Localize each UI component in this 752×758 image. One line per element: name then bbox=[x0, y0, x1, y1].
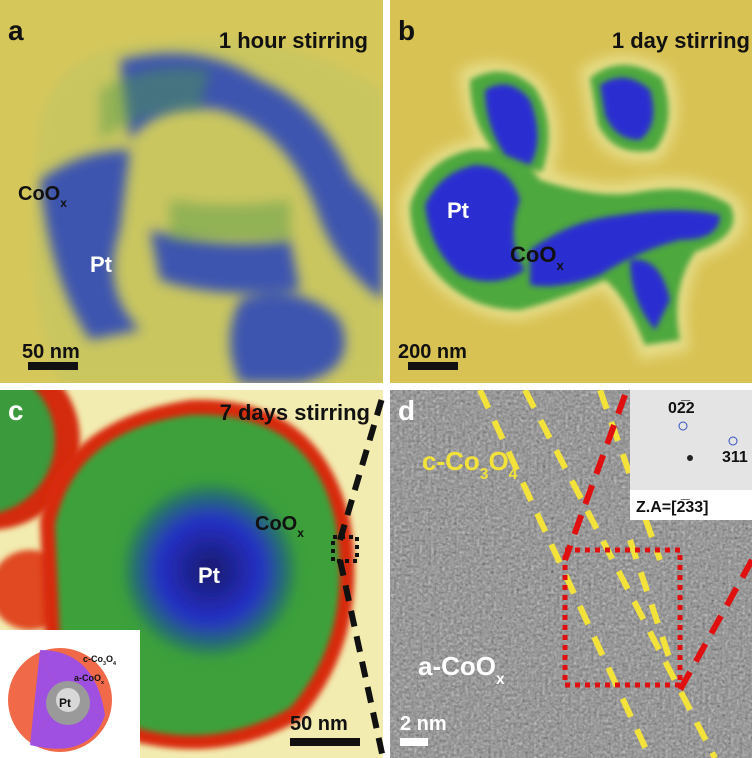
label-text: a-CoO bbox=[74, 673, 101, 683]
panel-a-image bbox=[0, 0, 383, 383]
label-text: Pt bbox=[59, 696, 71, 710]
zone-axis: Z.A=[2̅33] bbox=[636, 498, 708, 516]
label-text: Pt bbox=[447, 198, 470, 223]
subscript: x bbox=[60, 196, 67, 210]
panel-title: 7 days stirring bbox=[220, 400, 370, 425]
schematic-label: a-CoOx bbox=[74, 673, 104, 686]
scale-bar bbox=[290, 738, 360, 746]
spot-label: 311 bbox=[722, 449, 748, 466]
label: a-CoOx bbox=[418, 651, 505, 688]
scale-label: 2 nm bbox=[400, 713, 447, 735]
panel-title: 1 day stirring bbox=[612, 28, 750, 53]
label-text: O bbox=[488, 446, 508, 476]
zoom-lines bbox=[337, 394, 386, 758]
label-text: c-Co bbox=[83, 654, 104, 664]
scale-label: 200 nm bbox=[398, 341, 467, 363]
scale-label: 50 nm bbox=[22, 341, 80, 363]
subscript: x bbox=[496, 671, 505, 688]
panel-c-image bbox=[0, 390, 383, 758]
scale-bar bbox=[28, 362, 78, 370]
label-text: CoO bbox=[255, 513, 297, 535]
label: Pt bbox=[90, 252, 113, 277]
label: Pt bbox=[447, 198, 470, 223]
subscript: 3 bbox=[480, 466, 489, 483]
label: CoOx bbox=[255, 513, 304, 540]
label-text: c-Co bbox=[422, 446, 480, 476]
panel-label: d bbox=[398, 395, 415, 426]
subscript: x bbox=[556, 258, 564, 273]
label-text: O bbox=[106, 654, 113, 664]
subscript: 4 bbox=[113, 661, 116, 667]
schematic bbox=[0, 630, 140, 758]
label: CoOx bbox=[18, 183, 67, 210]
scale-bar bbox=[408, 362, 458, 370]
schematic-label: c-Co3O4 bbox=[83, 654, 116, 667]
label: CoOx bbox=[510, 242, 564, 273]
label-text: Pt bbox=[198, 563, 221, 588]
panel-title: 1 hour stirring bbox=[219, 28, 368, 53]
label-text: CoO bbox=[18, 183, 60, 205]
panel-label: b bbox=[398, 15, 415, 46]
label-text: Pt bbox=[90, 252, 113, 277]
scale-bar bbox=[400, 738, 428, 746]
schematic-label: Pt bbox=[59, 696, 71, 710]
subscript: x bbox=[101, 680, 104, 686]
panel-b-image bbox=[390, 0, 752, 383]
subscript: 4 bbox=[509, 466, 518, 483]
panel-label: c bbox=[8, 395, 24, 426]
label: c-Co3O4 bbox=[422, 446, 518, 483]
panel-label: a bbox=[8, 15, 24, 46]
subscript: x bbox=[297, 526, 304, 540]
zoom-box bbox=[331, 535, 359, 563]
subscript: 3 bbox=[103, 661, 106, 667]
label-text: CoO bbox=[510, 242, 556, 267]
label: Pt bbox=[198, 563, 221, 588]
label-text: a-CoO bbox=[418, 651, 496, 681]
scale-label: 50 nm bbox=[290, 713, 348, 735]
spot-label: 02̅2 bbox=[668, 399, 695, 417]
panel-d-image bbox=[390, 390, 752, 758]
